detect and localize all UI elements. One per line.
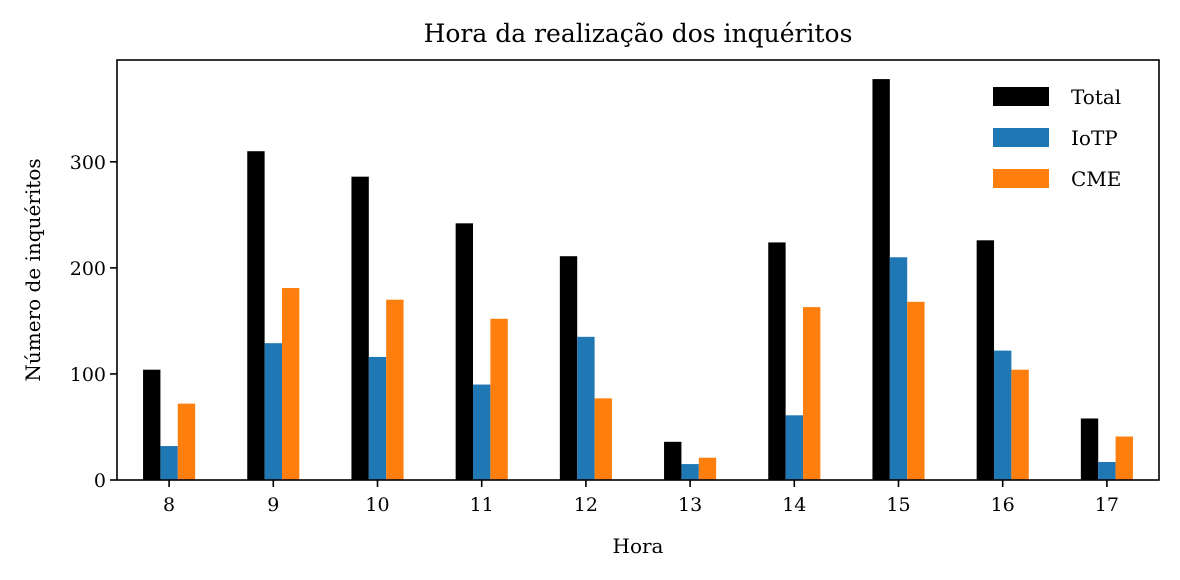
bar-cme-15: [907, 301, 925, 480]
legend-label-iotp: IoTP: [1071, 126, 1118, 150]
x-tick-label: 16: [991, 494, 1015, 516]
legend-swatch-cme: [993, 169, 1049, 188]
y-tick-label: 300: [70, 152, 106, 174]
bar-iotp-9: [264, 343, 282, 480]
y-tick-label: 0: [94, 470, 106, 492]
x-tick-label: 13: [678, 494, 702, 516]
bar-iotp-8: [160, 446, 178, 480]
bar-cme-10: [386, 299, 404, 480]
x-tick-label: 11: [470, 494, 494, 516]
bars-group: [143, 79, 1133, 481]
x-tick-label: 15: [886, 494, 910, 516]
bar-total-16: [976, 240, 995, 480]
bar-total-8: [143, 369, 161, 480]
x-tick-label: 17: [1095, 494, 1119, 516]
bar-iotp-14: [785, 415, 803, 480]
x-tick-label: 10: [365, 494, 389, 516]
x-tick-label: 12: [574, 494, 598, 516]
y-axis: 0 100 200 300: [70, 152, 117, 492]
bar-cme-11: [490, 318, 508, 480]
bar-cme-14: [802, 307, 821, 480]
bar-iotp-13: [681, 464, 699, 480]
x-axis: 8 9 10 11 12 13 14 15 16 17: [163, 480, 1119, 516]
legend-label-cme: CME: [1071, 167, 1121, 191]
bar-total-15: [872, 79, 890, 480]
legend-label-total: Total: [1071, 85, 1121, 109]
y-axis-label: Número de inquéritos: [21, 158, 45, 381]
legend: Total IoTP CME: [993, 85, 1121, 191]
bar-total-13: [664, 441, 682, 480]
bar-cme-8: [177, 403, 196, 480]
bar-iotp-17: [1098, 461, 1116, 480]
legend-swatch-total: [993, 87, 1049, 106]
bar-total-14: [768, 242, 786, 480]
bar-total-17: [1080, 418, 1099, 480]
bar-total-10: [351, 176, 369, 480]
bar-iotp-11: [473, 384, 491, 480]
bar-iotp-15: [889, 257, 908, 480]
bar-iotp-10: [368, 356, 387, 480]
x-tick-label: 9: [267, 494, 279, 516]
bar-total-9: [247, 151, 265, 480]
bar-cme-16: [1011, 369, 1029, 480]
bar-total-12: [559, 256, 578, 480]
plot-frame: [116, 59, 1160, 481]
x-tick-label: 8: [163, 494, 175, 516]
x-tick-label: 14: [782, 494, 806, 516]
bar-cme-9: [281, 288, 300, 480]
chart-title: Hora da realização dos inquéritos: [424, 19, 853, 48]
bar-iotp-12: [577, 336, 595, 480]
bar-cme-12: [594, 398, 612, 480]
y-tick-label: 200: [70, 258, 106, 280]
bar-cme-13: [698, 457, 717, 480]
bar-iotp-16: [994, 350, 1012, 480]
legend-swatch-iotp: [993, 128, 1049, 147]
bar-total-11: [455, 223, 474, 481]
bar-cme-17: [1115, 436, 1133, 480]
y-tick-label: 100: [70, 364, 106, 386]
x-axis-label: Hora: [613, 534, 664, 558]
